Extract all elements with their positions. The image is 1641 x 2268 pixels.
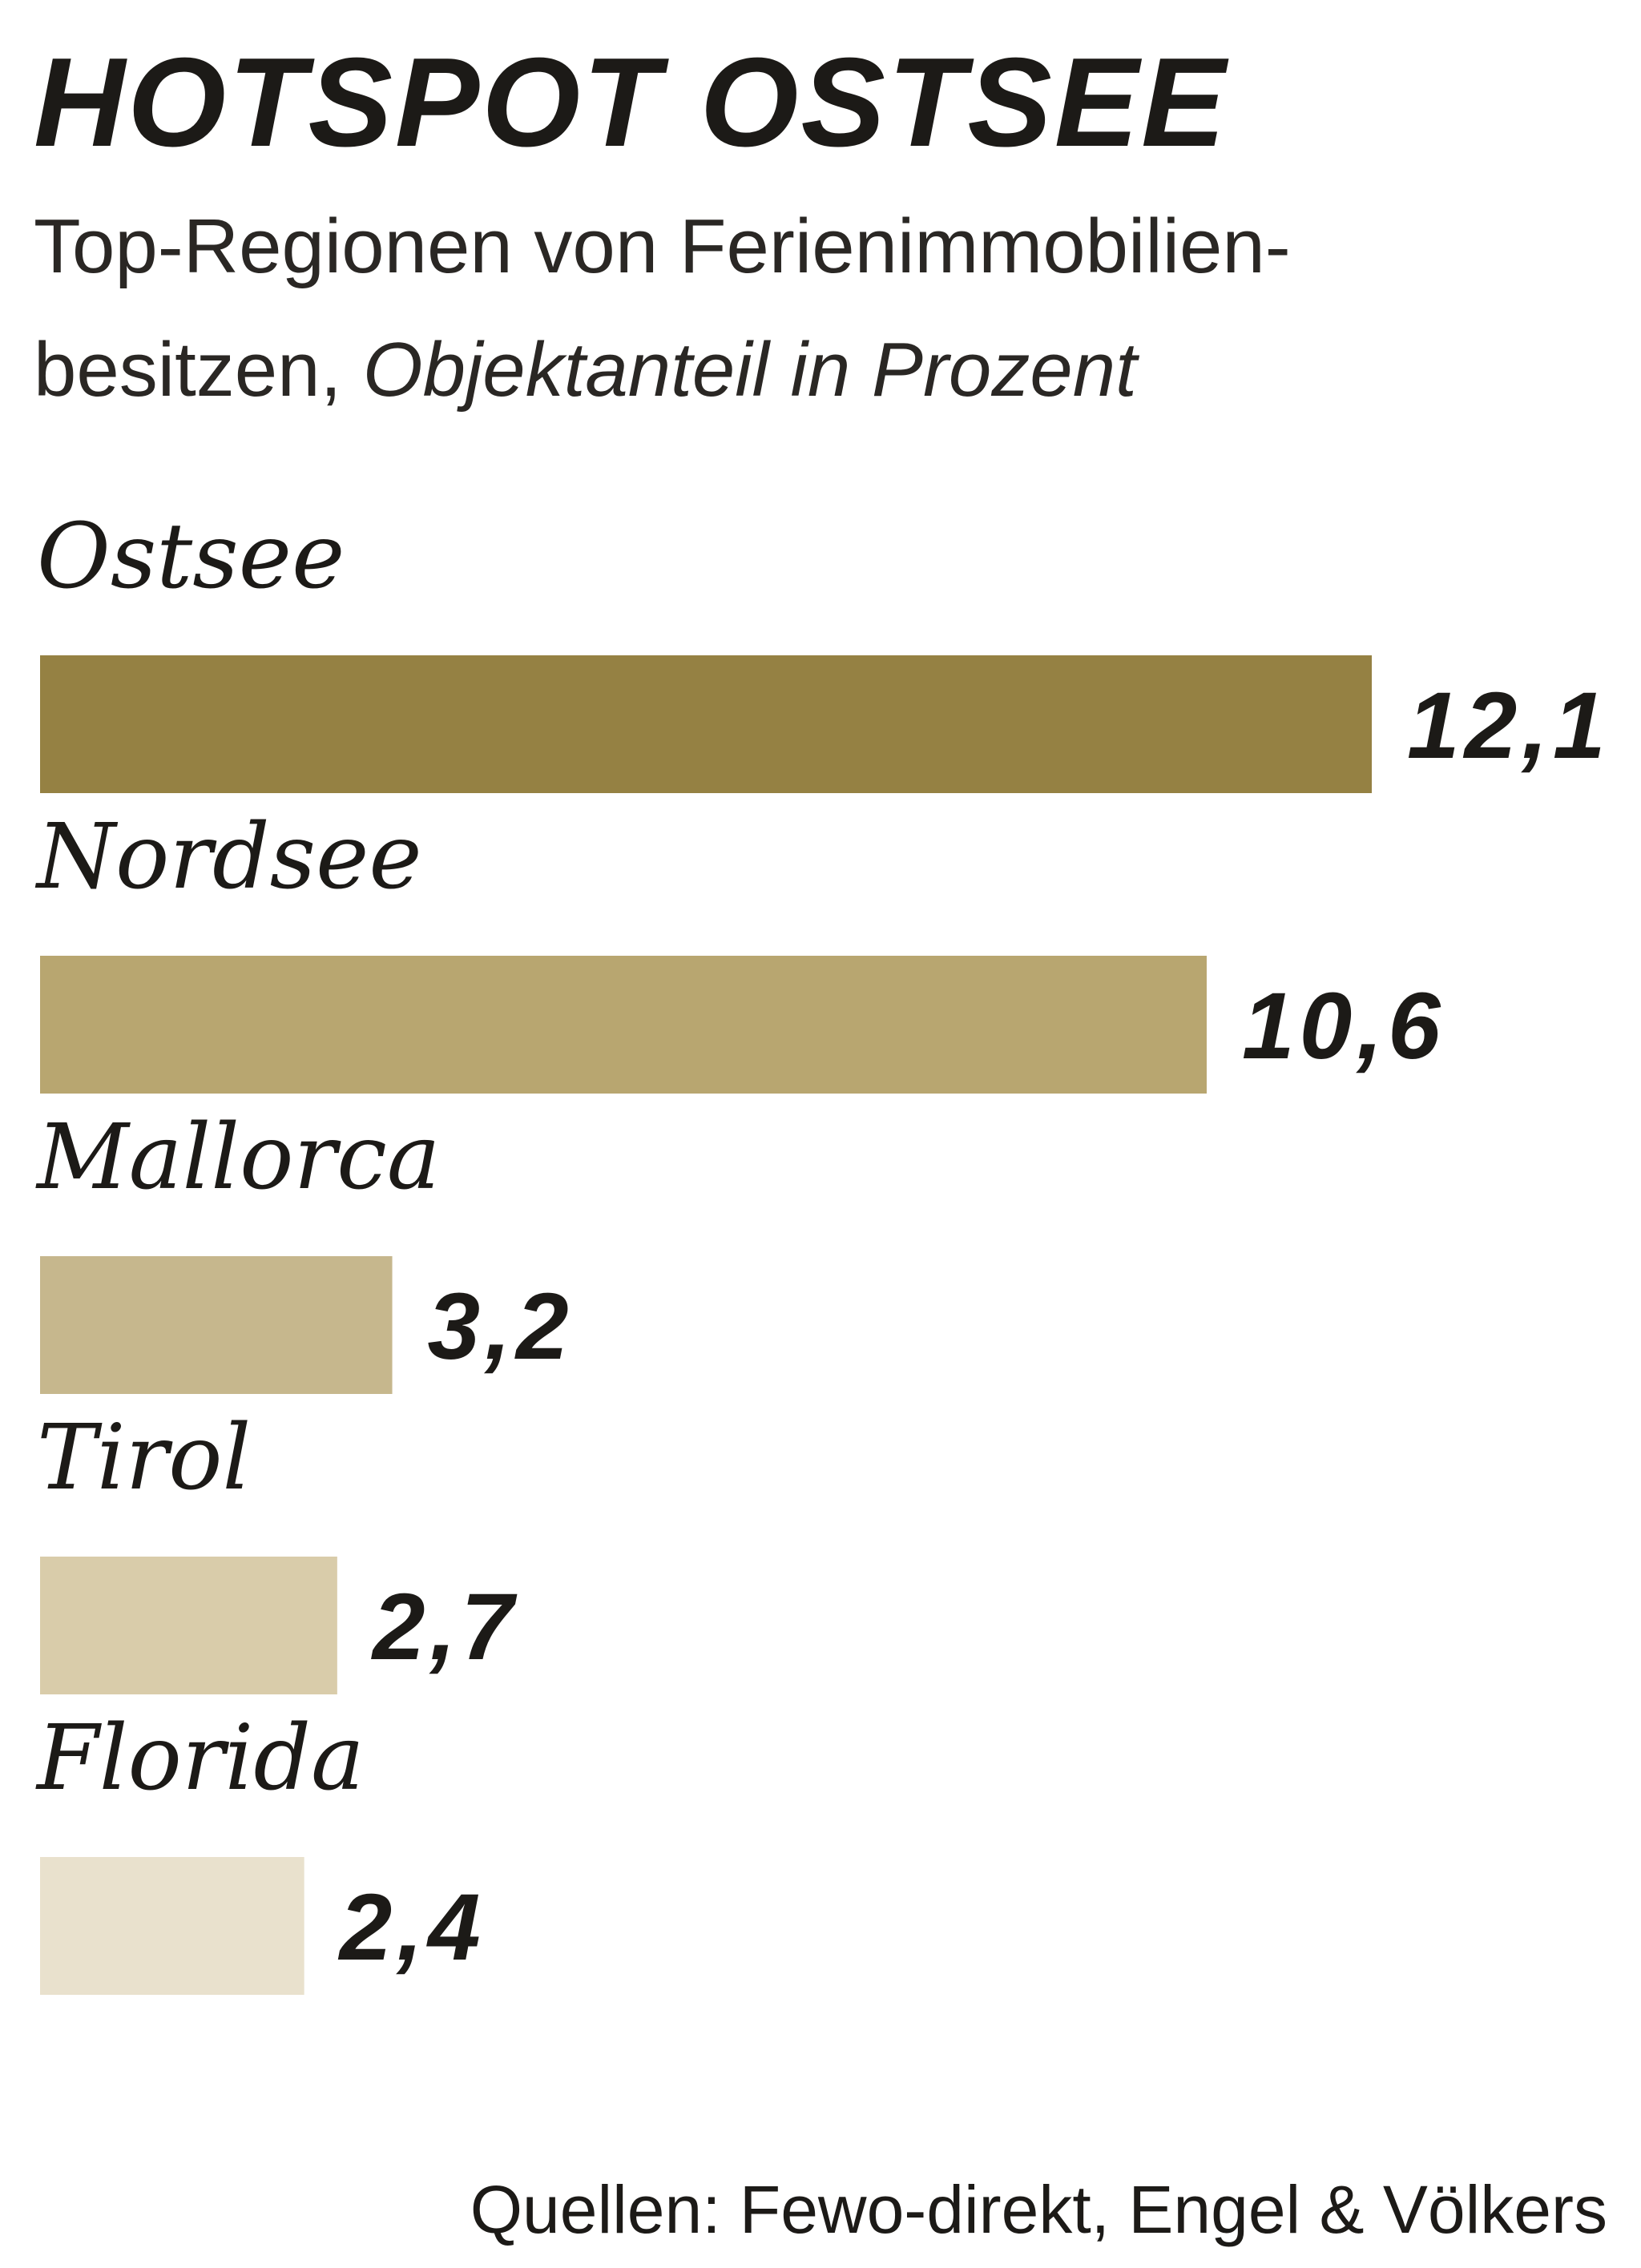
- chart-subtitle-regular: besitzen,: [34, 327, 363, 413]
- chart-source: Quellen: Fewo-direkt, Engel & Völkers: [470, 2172, 1607, 2247]
- value-label: 2,7: [371, 1574, 518, 1680]
- bar: [40, 956, 1207, 1094]
- bar: [40, 1256, 393, 1394]
- category-label: Nordsee: [34, 805, 422, 909]
- bar-group: Ostsee 12,1 Nordsee 10,6 Mallorca 3,2 Tirol 2,7…: [34, 505, 1611, 1995]
- bar: [40, 1557, 337, 1694]
- chart-subtitle-italic: Objektanteil in Prozent: [363, 327, 1139, 413]
- category-label: Ostsee: [37, 505, 345, 609]
- value-label: 2,4: [338, 1875, 486, 1980]
- chart-subtitle-line-1: Top-Regionen von Ferienimmobilien-: [34, 203, 1291, 289]
- value-label: 12,1: [1407, 673, 1611, 779]
- chart-title: HOTSPOT OSTSEE: [34, 32, 1229, 173]
- value-label: 3,2: [428, 1274, 574, 1380]
- value-label: 10,6: [1242, 973, 1445, 1079]
- category-label: Florida: [35, 1706, 365, 1811]
- bar: [40, 655, 1372, 793]
- chart-subtitle-line-2: besitzen, Objektanteil in Prozent: [34, 327, 1139, 413]
- bar: [40, 1857, 304, 1995]
- category-label: Mallorca: [35, 1106, 441, 1210]
- category-label: Tirol: [37, 1406, 251, 1510]
